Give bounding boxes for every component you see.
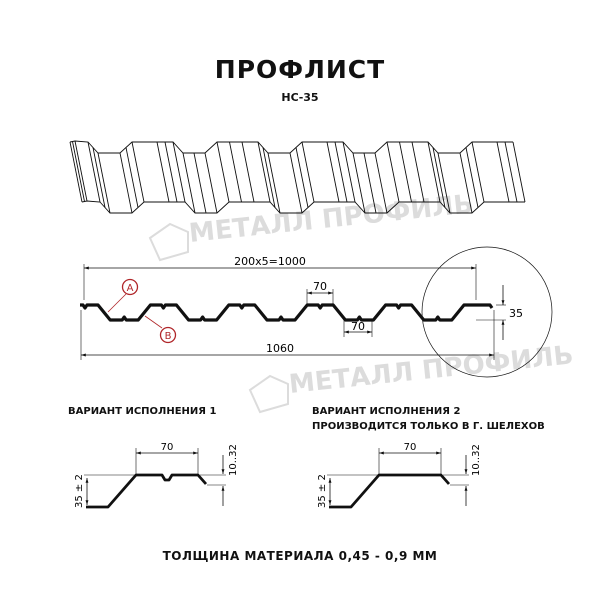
sheet-rib-line (334, 141, 348, 203)
watermark-text: МЕТАЛЛ ПРОФИЛЬ (288, 340, 575, 400)
sheet-fold-line (74, 140, 88, 202)
watermark-logo (248, 374, 289, 414)
sheet-fold-line (342, 141, 356, 203)
sheet-fold-line (512, 141, 526, 203)
sheet-fold-line (131, 141, 145, 203)
watermark-text: МЕТАЛЛ ПРОФИЛЬ (188, 189, 475, 249)
sheet-fold-line (216, 141, 230, 203)
sheet-fold-line (289, 152, 303, 214)
sheet-3d-view (69, 140, 526, 214)
variant-2-note: ПРОИЗВОДИТСЯ ТОЛЬКО В Г. ШЕЛЕХОВ (312, 421, 545, 432)
sheet-fold-line (326, 141, 340, 203)
dimension-width: 1060 (266, 342, 294, 355)
dimension-bottom-flat: 70 (351, 320, 365, 333)
sheet-fold-line (97, 152, 111, 214)
sheet-rib-line (229, 141, 242, 203)
profile-section: 200x5=1000 1060 70 70 35 A B (80, 246, 553, 378)
sheet-fold-line (496, 141, 510, 203)
sheet-rib-line (363, 152, 377, 214)
variant-2-detail: 70 35 ± 2 10..32 (317, 442, 482, 509)
dimension-top-flat: 70 (313, 280, 327, 293)
sheet-fold-line (156, 141, 170, 203)
sheet-fold-line (87, 141, 101, 203)
sheet-rib-line (295, 147, 309, 208)
variant-2-width: 70 (404, 442, 417, 453)
sheet-rib-line (92, 147, 106, 208)
sheet-fold-line (241, 141, 255, 203)
sheet-rib-line (399, 141, 412, 203)
watermark: МЕТАЛЛ ПРОФИЛЬ МЕТАЛЛ ПРОФИЛЬ (148, 189, 575, 414)
page-title: ПРОФЛИСТ (214, 55, 386, 84)
sheet-fold-line (182, 152, 196, 214)
sheet-fold-line (386, 141, 400, 203)
marker-a-label: A (127, 283, 134, 294)
variant-1-height: 35 ± 2 (74, 474, 85, 508)
sheet-rib-line (193, 152, 207, 214)
sheet-fold-line (437, 152, 451, 214)
variant-1-detail: 70 35 ± 2 10..32 (74, 442, 239, 509)
material-thickness: ТОЛЩИНА МАТЕРИАЛА 0,45 - 0,9 ММ (162, 549, 438, 563)
sheet-rib-line (72, 141, 85, 202)
variant-1-edge: 10..32 (228, 444, 239, 476)
variant-2-height: 35 ± 2 (317, 474, 328, 508)
sheet-rib-line (164, 141, 178, 203)
marker-a (121, 278, 139, 296)
sheet-fold-line (411, 141, 425, 203)
variant-1-title: ВАРИАНТ ИСПОЛНЕНИЯ 1 (68, 406, 217, 417)
sheet-rib-line (432, 147, 446, 208)
sheet-fold-line (459, 152, 473, 214)
marker-b (159, 326, 177, 344)
sheet-rib-line (125, 147, 139, 208)
sheet-rib-line (504, 141, 518, 203)
sheet-fold-line (301, 141, 315, 203)
dimension-height: 35 (509, 307, 523, 320)
watermark-logo (148, 222, 189, 262)
dimension-total: 200x5=1000 (234, 255, 306, 268)
sheet-fold-line (119, 152, 133, 214)
sheet-fold-line (374, 152, 388, 214)
sheet-fold-line (427, 141, 441, 203)
sheet-fold-line (172, 141, 186, 203)
sheet-fold-line (69, 141, 83, 203)
variant-1-width: 70 (161, 442, 174, 453)
variant-2-title: ВАРИАНТ ИСПОЛНЕНИЯ 2 (312, 406, 461, 417)
variant-2-edge: 10..32 (471, 444, 482, 476)
sheet-fold-line (471, 141, 485, 203)
sheet-rib-line (465, 147, 479, 208)
marker-b-label: B (165, 331, 172, 342)
sheet-rib-line (262, 147, 276, 208)
detail-circle (421, 246, 553, 378)
profile-code: НС-35 (281, 91, 319, 104)
profile-line (80, 303, 494, 322)
sheet-fold-line (204, 152, 218, 214)
sheet-fold-line (352, 152, 366, 214)
sheet-top-edge (69, 140, 513, 154)
sheet-fold-line (267, 152, 281, 214)
sheet-fold-line (257, 141, 271, 203)
